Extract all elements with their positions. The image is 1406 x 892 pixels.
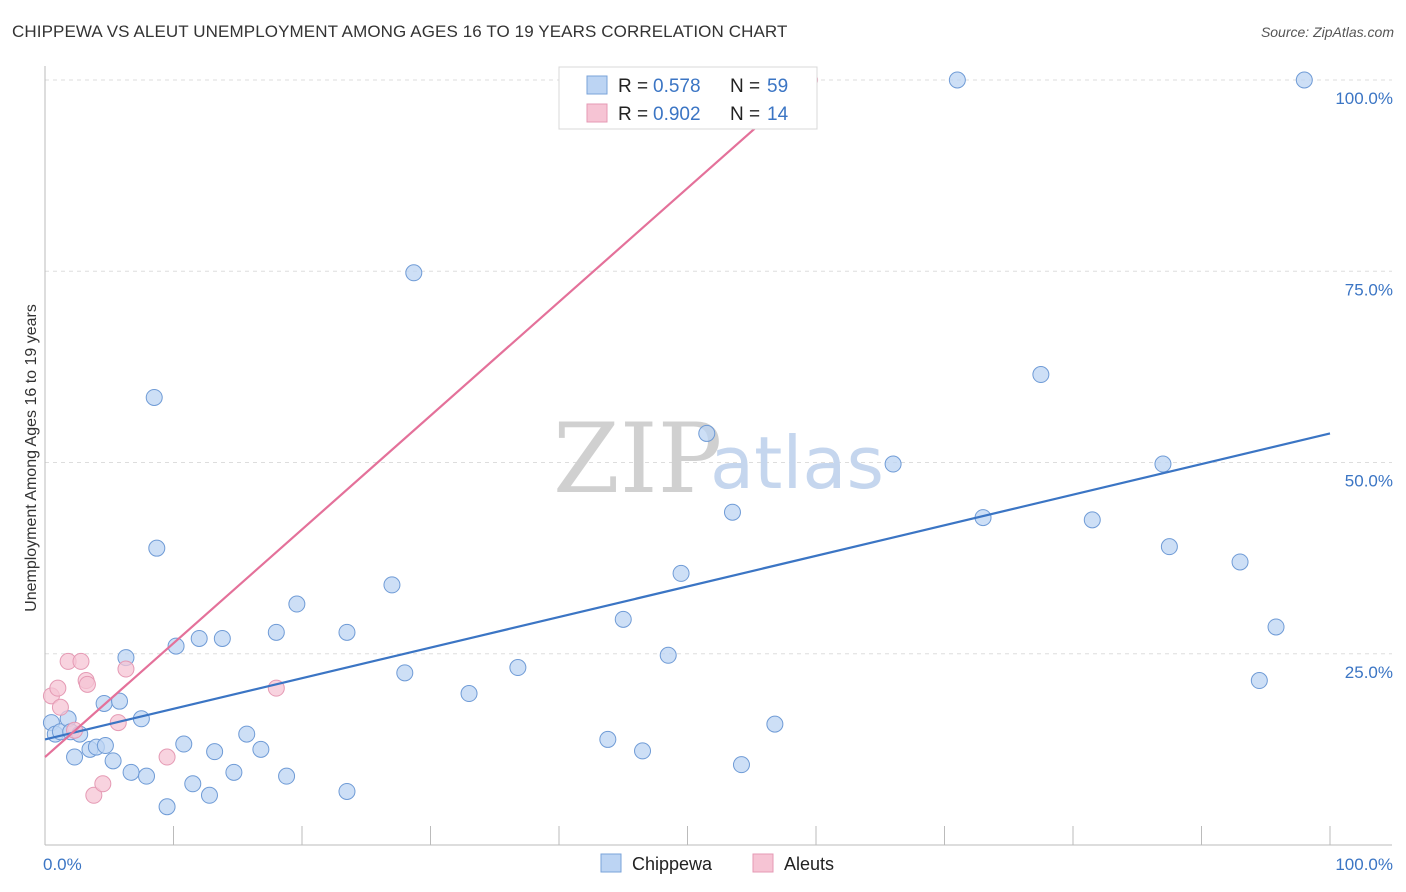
x-tick-labels: 0.0% 100.0% bbox=[43, 855, 1393, 874]
gridlines bbox=[45, 79, 1392, 655]
series-legend: Chippewa Aleuts bbox=[600, 853, 834, 874]
axes bbox=[44, 66, 1392, 846]
chippewa-point bbox=[175, 735, 193, 753]
chippewa-point bbox=[66, 748, 84, 766]
chart-title: CHIPPEWA VS ALEUT UNEMPLOYMENT AMONG AGE… bbox=[12, 22, 788, 41]
y-tick-label: 75.0% bbox=[1345, 280, 1393, 299]
chippewa-point bbox=[405, 264, 423, 282]
chippewa-point bbox=[599, 730, 617, 748]
legend-r-value-2: 0.902 bbox=[653, 104, 701, 125]
chippewa-point bbox=[104, 752, 122, 770]
aleuts-point bbox=[51, 698, 69, 716]
aleuts-point bbox=[72, 652, 90, 670]
chippewa-point bbox=[206, 743, 224, 761]
legend-n-label-1: N = bbox=[730, 76, 760, 97]
chippewa-point bbox=[190, 629, 208, 647]
aleuts-point bbox=[94, 775, 112, 793]
chippewa-point bbox=[1032, 366, 1050, 384]
chippewa-point bbox=[383, 576, 401, 594]
y-tick-label: 50.0% bbox=[1345, 472, 1393, 491]
bottom-legend-swatch-chippewa bbox=[600, 853, 622, 873]
series-chippewa bbox=[42, 71, 1313, 816]
chippewa-point bbox=[460, 685, 478, 703]
chippewa-point bbox=[1267, 618, 1285, 636]
chippewa-point bbox=[278, 767, 296, 785]
aleuts-point bbox=[78, 675, 96, 693]
y-tick-label: 100.0% bbox=[1335, 89, 1393, 108]
x-tick-label: 100.0% bbox=[1335, 855, 1393, 874]
legend-n-label-2: N = bbox=[730, 104, 760, 125]
aleuts-point bbox=[117, 660, 135, 678]
y-tick-labels: 100.0% 75.0% 50.0% 25.0% bbox=[1335, 89, 1393, 682]
chippewa-point bbox=[238, 725, 256, 743]
chippewa-point bbox=[138, 767, 156, 785]
chippewa-point bbox=[766, 715, 784, 733]
chippewa-point bbox=[509, 659, 527, 677]
legend-r-value-1: 0.578 bbox=[653, 76, 701, 97]
chippewa-point bbox=[948, 71, 966, 89]
legend-swatch-chippewa bbox=[586, 75, 608, 95]
chippewa-point bbox=[122, 763, 140, 781]
chippewa-point bbox=[184, 775, 202, 793]
chippewa-point bbox=[158, 798, 176, 816]
chippewa-point bbox=[167, 637, 185, 655]
chippewa-point bbox=[200, 786, 218, 804]
chippewa-point bbox=[267, 623, 285, 641]
chippewa-point bbox=[698, 424, 716, 442]
chippewa-point bbox=[338, 623, 356, 641]
chippewa-point bbox=[111, 692, 129, 710]
aleuts-point bbox=[158, 748, 176, 766]
chippewa-point bbox=[672, 564, 690, 582]
aleuts-point bbox=[85, 786, 103, 804]
chippewa-point bbox=[338, 782, 356, 800]
chippewa-point bbox=[396, 664, 414, 682]
chippewa-point bbox=[732, 756, 750, 774]
chippewa-point bbox=[723, 503, 741, 521]
y-axis-title: Unemployment Among Ages 16 to 19 years bbox=[23, 304, 40, 612]
x-tick-label: 0.0% bbox=[43, 855, 82, 874]
chippewa-trendline bbox=[44, 432, 1331, 741]
aleuts-point bbox=[49, 679, 67, 697]
chippewa-point bbox=[1154, 455, 1172, 473]
chippewa-point bbox=[148, 539, 166, 557]
bottom-legend-swatch-aleuts bbox=[752, 853, 774, 873]
legend-r-label-1: R = bbox=[618, 76, 648, 97]
chippewa-point bbox=[252, 740, 270, 758]
chippewa-point bbox=[96, 737, 114, 755]
chippewa-point bbox=[145, 388, 163, 406]
legend-swatch-aleuts bbox=[586, 103, 608, 123]
legend-r-label-2: R = bbox=[618, 104, 648, 125]
chippewa-point bbox=[884, 455, 902, 473]
chippewa-point bbox=[1083, 511, 1101, 529]
watermark: ZIP atlas bbox=[553, 403, 884, 515]
aleuts-trendline bbox=[44, 79, 811, 758]
chippewa-point bbox=[1231, 553, 1249, 571]
chippewa-point bbox=[1160, 538, 1178, 556]
bottom-legend-chippewa: Chippewa bbox=[632, 854, 713, 874]
source-label: Source: ZipAtlas.com bbox=[1260, 24, 1394, 40]
watermark-zip: ZIP bbox=[553, 403, 722, 515]
chippewa-point bbox=[288, 595, 306, 613]
bottom-legend-aleuts: Aleuts bbox=[784, 854, 834, 874]
trend-lines bbox=[44, 79, 1331, 758]
chippewa-point bbox=[634, 742, 652, 760]
data-points bbox=[42, 71, 1313, 816]
correlation-legend: R = 0.578 N = 59 R = 0.902 N = 14 bbox=[558, 66, 818, 130]
chippewa-point bbox=[213, 629, 231, 647]
chippewa-point bbox=[614, 610, 632, 628]
watermark-atlas: atlas bbox=[710, 421, 884, 505]
chippewa-point bbox=[1250, 672, 1268, 690]
chippewa-point bbox=[659, 646, 677, 664]
legend-n-value-2: 14 bbox=[767, 104, 789, 125]
y-tick-label: 25.0% bbox=[1345, 663, 1393, 682]
chippewa-point bbox=[1295, 71, 1313, 89]
chippewa-point bbox=[225, 763, 243, 781]
legend-n-value-1: 59 bbox=[767, 76, 788, 97]
